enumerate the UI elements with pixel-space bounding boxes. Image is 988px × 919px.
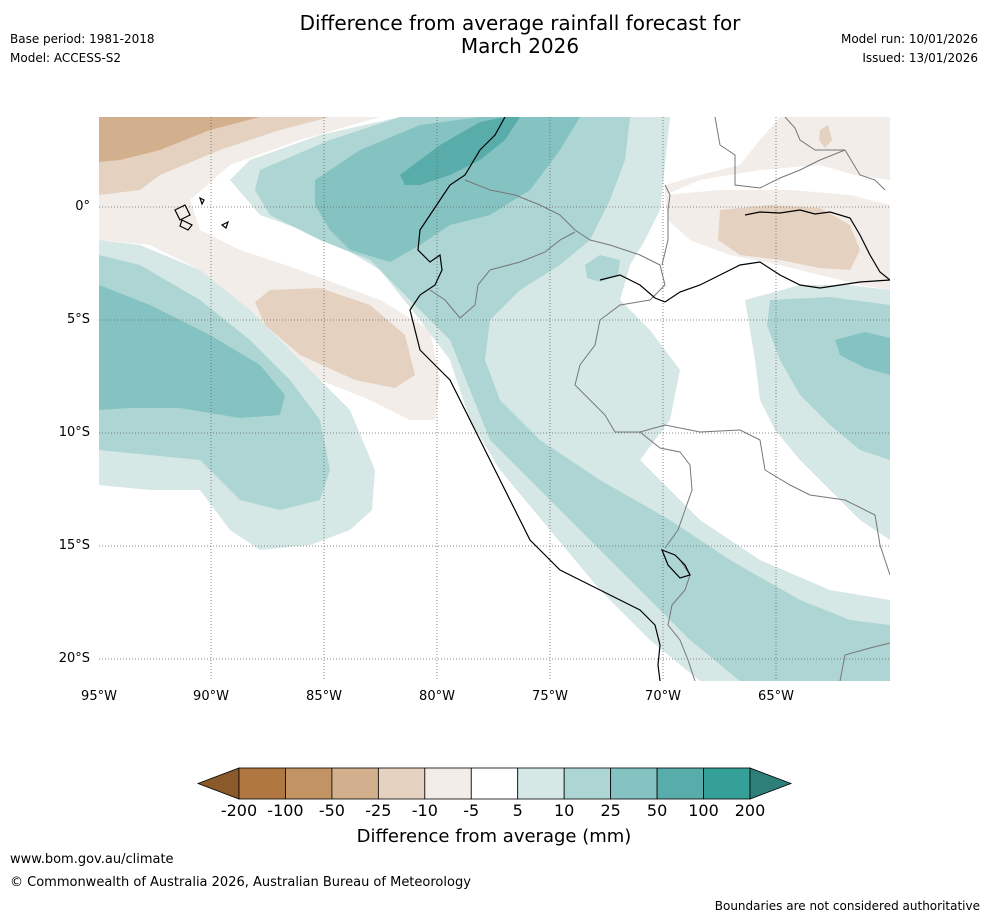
footer-url[interactable]: www.bom.gov.au/climate — [10, 852, 174, 867]
anomaly-region-wet-east-inner — [835, 332, 890, 375]
colorbar-tick-label: 50 — [646, 801, 668, 820]
lon-label-80w: 80°W — [419, 689, 455, 704]
lake-titicaca — [660, 548, 691, 579]
anomaly-region-wet-blob — [585, 255, 620, 282]
colorbar-tick-label: -25 — [365, 801, 392, 820]
colorbar-extend-high — [749, 767, 793, 800]
lon-label-65w: 65°W — [758, 689, 794, 704]
lon-label-75w: 75°W — [532, 689, 568, 704]
lat-label-10s: 10°S — [58, 425, 90, 440]
lat-label-0: 0° — [75, 199, 90, 214]
coastline-pacific-south-america — [409, 117, 661, 681]
lat-label-5s: 5°S — [66, 312, 90, 327]
border-ecuador-peru — [429, 231, 576, 319]
colorbar-bin — [656, 767, 704, 800]
lon-label-70w: 70°W — [645, 689, 681, 704]
colorbar-bin — [610, 767, 658, 800]
colorbar-tick-label: -200 — [220, 801, 258, 820]
colorbar-tick-label: 10 — [553, 801, 575, 820]
galapagos-island-4 — [198, 196, 205, 206]
anomaly-region-dry-east-spot — [819, 125, 832, 148]
country-borders — [429, 117, 890, 681]
colorbar-tick-label: -100 — [267, 801, 304, 820]
colorbar-bin — [331, 767, 379, 800]
border-bolivia-chile — [667, 559, 696, 681]
galapagos-island-1 — [174, 204, 191, 221]
coastline-caribbean — [744, 209, 890, 281]
colorbar-bin — [238, 767, 286, 800]
title-line-2: March 2026 — [460, 34, 580, 58]
issued-date: Issued: 13/01/2026 — [862, 51, 978, 65]
lon-label-90w: 90°W — [193, 689, 229, 704]
colorbar-bin — [377, 767, 426, 800]
anomaly-region-dry-offshore — [255, 288, 415, 388]
colorbar-bin — [517, 767, 565, 800]
colorbar-tick-label: 100 — [688, 801, 719, 820]
coastlines — [174, 117, 890, 681]
anomaly-region-dry-northwest-core — [99, 117, 260, 162]
colorbar-bin — [470, 767, 519, 800]
coastline-amazon — [599, 261, 890, 303]
colorbar-tick-label: 5 — [512, 801, 523, 820]
lat-label-20s: 20°S — [58, 651, 90, 666]
border-brazil-colombia — [661, 184, 671, 266]
model-run: Model run: 10/01/2026 — [840, 32, 978, 46]
colorbar-tick-label: -10 — [411, 801, 438, 820]
colorbar-title: Difference from average (mm) — [356, 826, 632, 847]
galapagos-island-3 — [220, 220, 230, 229]
anomaly-region-wet-west-inner — [99, 285, 285, 418]
galapagos-island-2 — [179, 219, 193, 231]
anomaly-region-wet-central-mid — [255, 117, 890, 681]
colorbar-bin — [285, 767, 333, 800]
colorbar-extend-low — [196, 767, 240, 800]
border-bolivia-brazil — [639, 424, 890, 576]
lat-label-15s: 15°S — [58, 538, 90, 553]
border-argentina — [839, 642, 890, 681]
anomaly-region-dry-east-inner — [718, 205, 860, 270]
anomaly-region-wet-central-core — [400, 117, 520, 185]
base-period: Base period: 1981-2018 — [10, 32, 155, 46]
colorbar-bin — [424, 767, 472, 800]
footer-copyright: © Commonwealth of Australia 2026, Austra… — [10, 875, 471, 890]
colorbar-bin — [563, 767, 612, 800]
model-name: Model: ACCESS-S2 — [10, 51, 122, 65]
colorbar-tick-label: 25 — [600, 801, 621, 820]
map-area — [99, 117, 890, 681]
title-line-1: Difference from average rainfall forecas… — [299, 11, 741, 35]
colorbar-tick-label: -5 — [463, 801, 480, 820]
footer-disclaimer: Boundaries are not considered authoritat… — [714, 899, 980, 913]
lon-label-95w: 95°W — [81, 689, 117, 704]
colorbar-tick-label: 200 — [734, 801, 766, 820]
page-title: Difference from average rainfall forecas… — [0, 12, 988, 58]
colorbar-bin — [703, 767, 751, 800]
lon-label-85w: 85°W — [306, 689, 342, 704]
border-colombia-ecuador-peru — [464, 179, 693, 549]
border-venezuela — [714, 117, 886, 191]
anomaly-region-dry-east-outer — [665, 117, 890, 195]
map-gridlines — [99, 117, 890, 681]
border-venezuela-north — [784, 117, 845, 151]
colorbar-tick-label: -50 — [318, 801, 345, 820]
